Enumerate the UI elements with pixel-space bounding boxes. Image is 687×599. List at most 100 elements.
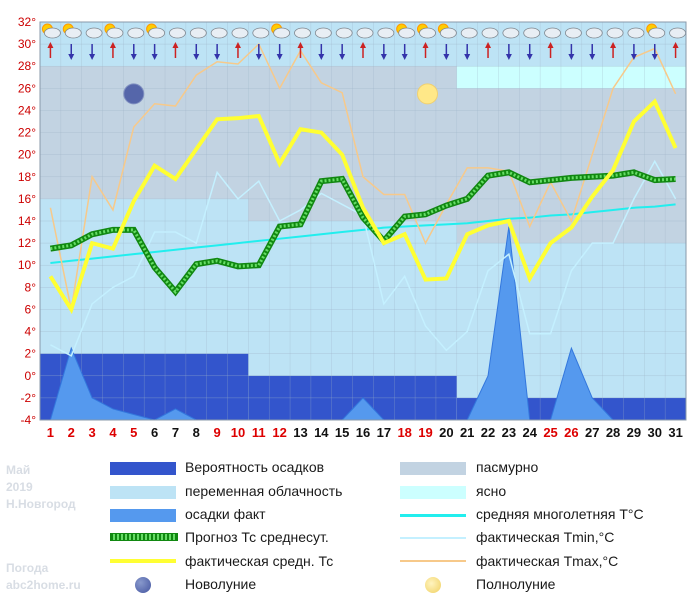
wind-arrow-head-icon [68,54,75,60]
actual-avg-line [48,98,678,315]
weather-cloud-icon [606,27,624,39]
x-tick-label: 2 [68,425,75,440]
city-label: Н.Новгород [6,497,76,511]
weather-cloud-icon [439,27,457,39]
y-tick-label: -2° [21,391,37,405]
legend-swatch-overcast [400,462,466,475]
wind-arrow-head-icon [672,42,679,48]
x-tick-label: 25 [543,425,557,440]
wind-arrow-head-icon [568,54,575,60]
weather-cloud-icon [106,27,124,39]
legend-new-moon: Новолуние [185,576,257,592]
legend-swatch-actual-avg [110,559,176,563]
x-tick-label: 16 [356,425,370,440]
legend-actual-avg: фактическая средн. Тс [185,553,334,569]
wind-arrow-head-icon [526,54,533,60]
weather-cloud-icon [419,27,436,39]
weather-cloud-icon [294,27,311,39]
weather-cloud-icon [64,27,82,39]
cloud-band-overcast-2 [456,88,686,244]
wind-arrow-head-icon [297,42,304,48]
x-tick-label: 27 [585,425,599,440]
legend-tmin: фактическая Tmin,°C [476,529,615,545]
x-tick-label: 12 [272,425,286,440]
wind-arrow-head-icon [89,54,96,60]
wind-arrow-head-icon [547,42,554,48]
legend-tmax: фактическая Tmax,°C [476,553,619,569]
wind-arrow-head-icon [109,42,116,48]
weather-cloud-icon [169,27,186,39]
y-tick-label: 14° [18,214,36,228]
wind-arrow-head-icon [610,42,617,48]
climate-avg-line [50,203,676,265]
x-tick-label: 1 [47,425,54,440]
y-tick-label: 16° [18,192,36,206]
weather-cloud-icon [523,27,541,39]
wind-arrow-head-icon [485,42,492,48]
weather-cloud-icon [648,27,666,39]
y-tick-label: 6° [25,302,37,316]
wind-arrow-head-icon [360,42,366,48]
x-tick-label: 31 [668,425,682,440]
weather-cloud-icon [544,27,561,39]
x-tick-label: 7 [172,425,179,440]
weather-cloud-icon [585,27,603,39]
month-label: Май [6,463,31,477]
weather-cloud-icon [335,27,353,39]
y-tick-label: 26° [18,81,36,95]
weather-cloud-icon [44,27,61,39]
site-url: abc2home.ru [6,578,81,592]
site-title: Погода [6,561,49,575]
y-tick-label: 28° [18,59,36,73]
y-tick-label: 22° [18,126,36,140]
weather-cloud-icon [273,27,291,39]
wind-arrow-head-icon [339,54,346,60]
new-moon-icon [135,577,151,593]
y-tick-label: 20° [18,148,36,162]
x-tick-label: 24 [522,425,537,440]
weather-cloud-icon [502,27,520,39]
x-tick-label: 26 [564,425,578,440]
wind-arrow-head-icon [47,42,54,48]
wind-arrow-head-icon [234,42,241,48]
wind-arrow-head-icon [151,54,158,60]
x-tick-label: 21 [460,425,474,440]
x-tick-label: 5 [130,425,137,440]
cloud-band-clear-3 [456,66,686,89]
full-moon-icon [425,577,441,593]
weather-chart: 32°30°28°26°24°22°20°18°16°14°12°10°8°6°… [18,15,687,440]
y-tick-label: 2° [25,347,37,361]
y-tick-label: 0° [25,369,37,383]
new-moon-marker [123,83,145,105]
x-tick-label: 14 [314,425,329,440]
y-tick-label: 10° [18,258,36,272]
legend-precip-fact: осадки факт [185,506,266,522]
legend-swatch-tmax [400,560,466,562]
weather-cloud-icon [356,27,374,39]
weather-cloud-icon [231,27,249,39]
wind-arrow-head-icon [505,54,512,60]
legend-swatch-precip-probability [110,462,176,475]
wind-arrow-head-icon [380,54,387,60]
x-tick-label: 22 [481,425,495,440]
weather-cloud-icon [564,27,582,39]
weather-cloud-icon [669,27,686,39]
x-tick-label: 18 [397,425,411,440]
weather-cloud-icon [398,27,416,39]
wind-arrow-head-icon [630,54,637,60]
x-tick-label: 9 [214,425,221,440]
x-tick-label: 3 [88,425,95,440]
x-tick-label: 29 [627,425,641,440]
wind-arrow-head-icon [464,54,471,60]
weather-cloud-icon [210,27,228,39]
precip-fact-area [49,226,676,421]
wind-arrow-head-icon [255,54,262,60]
weather-cloud-icon [377,27,395,39]
legend-swatch-precip-fact [110,509,176,522]
y-tick-label: 24° [18,103,36,117]
weather-cloud-icon [85,27,103,39]
x-tick-label: 6 [151,425,158,440]
wind-arrow-head-icon [589,54,596,60]
y-tick-label: 12° [18,236,36,250]
x-tick-label: 19 [418,425,432,440]
